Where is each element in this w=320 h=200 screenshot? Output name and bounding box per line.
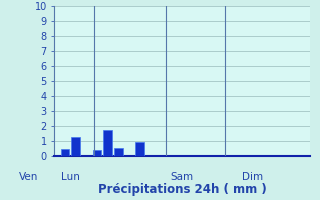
Bar [135,142,144,156]
Text: Ven: Ven [19,172,38,182]
Bar [103,130,112,156]
Text: Lun: Lun [61,172,80,182]
Bar [93,150,101,156]
Bar [114,148,123,156]
Text: Sam: Sam [171,172,194,182]
Bar [71,137,80,156]
Text: Précipitations 24h ( mm ): Précipitations 24h ( mm ) [98,184,267,196]
Text: Dim: Dim [242,172,263,182]
Bar [61,148,69,156]
